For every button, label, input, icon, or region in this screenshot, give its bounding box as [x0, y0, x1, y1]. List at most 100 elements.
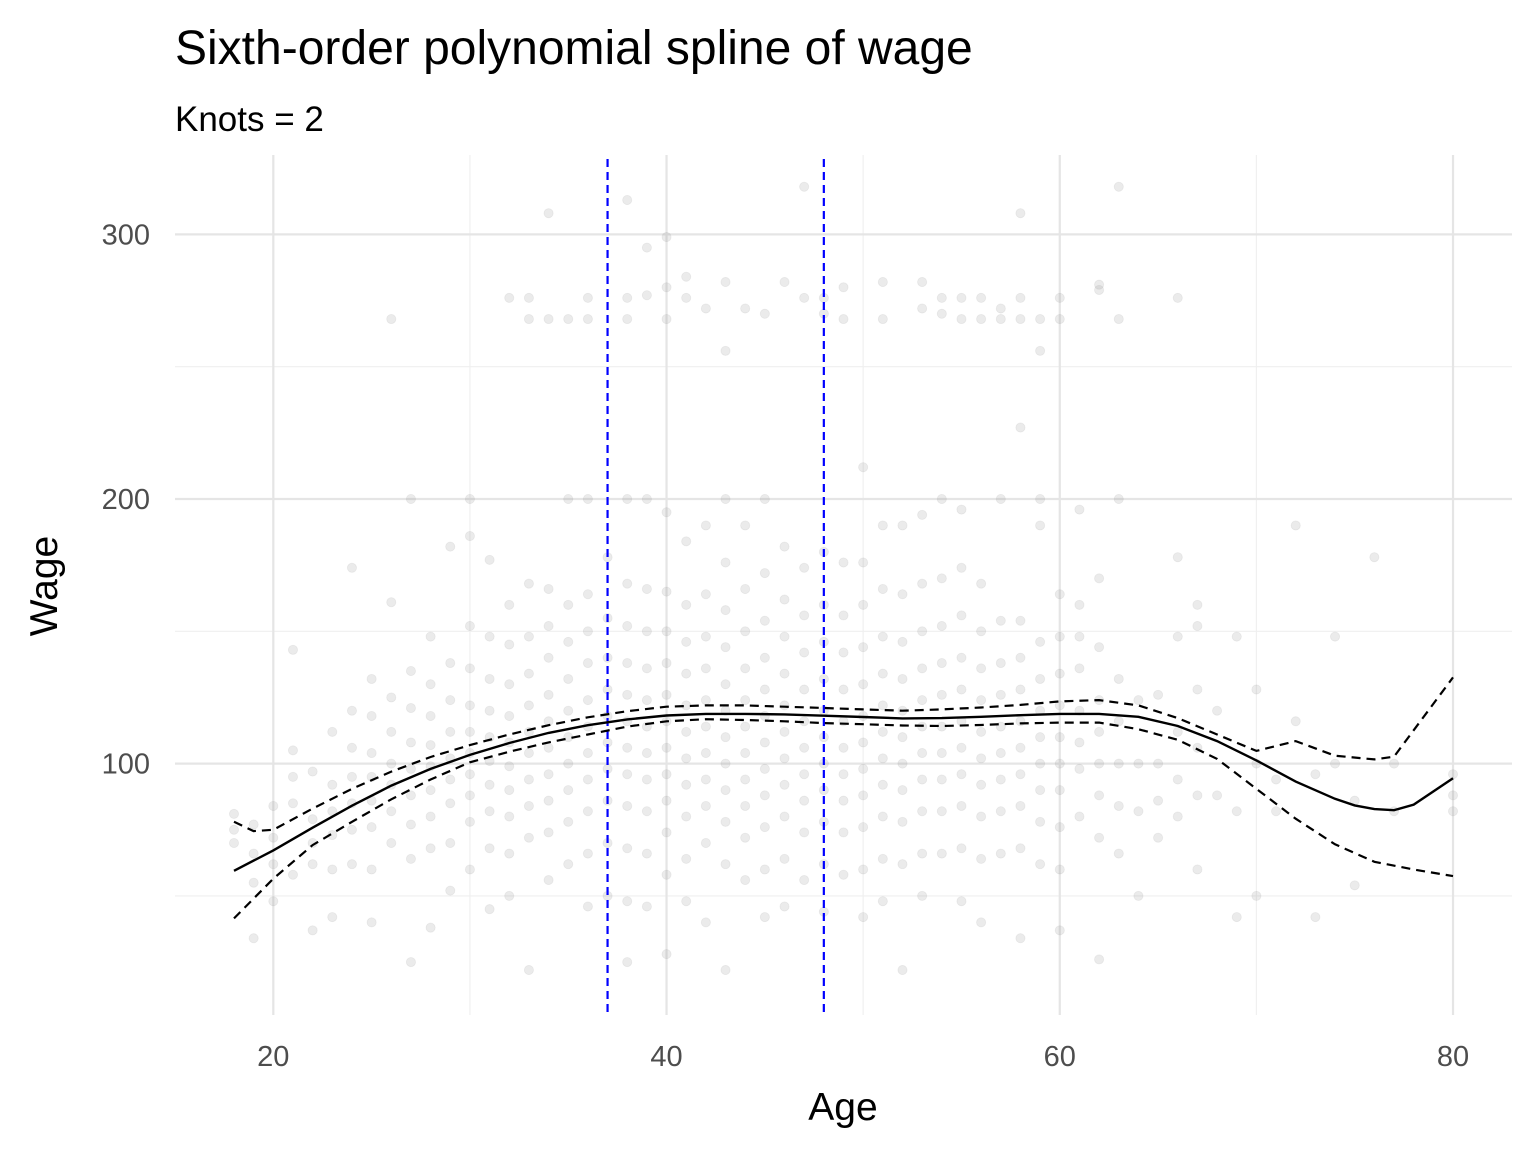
- data-point: [523, 578, 534, 589]
- data-point: [1251, 890, 1262, 901]
- data-point: [248, 933, 259, 944]
- data-point: [1172, 292, 1183, 303]
- data-point: [1015, 314, 1026, 325]
- data-point: [877, 277, 888, 288]
- data-point: [582, 589, 593, 600]
- y-tick-label: 100: [102, 749, 150, 781]
- data-point: [700, 838, 711, 849]
- data-point: [838, 610, 849, 621]
- data-point: [1015, 652, 1026, 663]
- data-point: [287, 745, 298, 756]
- data-point: [523, 314, 534, 325]
- data-point: [622, 194, 633, 205]
- data-point: [425, 710, 436, 721]
- data-point: [936, 848, 947, 859]
- data-point: [917, 774, 928, 785]
- data-point: [936, 493, 947, 504]
- data-point: [681, 753, 692, 764]
- data-point: [720, 605, 731, 616]
- data-point: [681, 726, 692, 737]
- data-point: [504, 890, 515, 901]
- data-point: [445, 838, 456, 849]
- data-point: [346, 705, 357, 716]
- data-point: [287, 771, 298, 782]
- data-point: [995, 303, 1006, 314]
- data-point: [307, 766, 318, 777]
- data-point: [1074, 763, 1085, 774]
- data-point: [1172, 726, 1183, 737]
- data-point: [563, 673, 574, 684]
- data-point: [897, 589, 908, 600]
- data-point: [1231, 806, 1242, 817]
- data-point: [1113, 758, 1124, 769]
- data-point: [1035, 859, 1046, 870]
- data-point: [504, 599, 515, 610]
- data-point: [1054, 631, 1065, 642]
- data-point: [1330, 758, 1341, 769]
- data-point: [1035, 732, 1046, 743]
- data-point: [287, 869, 298, 880]
- data-point: [405, 957, 416, 968]
- data-point: [897, 785, 908, 796]
- data-point: [936, 774, 947, 785]
- data-point: [1231, 631, 1242, 642]
- data-point: [917, 303, 928, 314]
- data-point: [1153, 689, 1164, 700]
- data-point: [563, 599, 574, 610]
- data-point: [543, 621, 554, 632]
- data-point: [858, 912, 869, 923]
- data-point: [917, 890, 928, 901]
- data-point: [838, 557, 849, 568]
- x-axis-title: Age: [808, 1086, 877, 1129]
- data-point: [936, 621, 947, 632]
- data-point: [759, 684, 770, 695]
- data-point: [858, 864, 869, 875]
- data-point: [838, 869, 849, 880]
- data-point: [858, 763, 869, 774]
- data-point: [543, 689, 554, 700]
- data-point: [523, 631, 534, 642]
- data-point: [1192, 621, 1203, 632]
- data-point: [917, 277, 928, 288]
- data-point: [641, 806, 652, 817]
- data-point: [956, 896, 967, 907]
- confidence-band: [233, 676, 1454, 920]
- data-point: [661, 949, 672, 960]
- data-point: [897, 965, 908, 976]
- data-point: [661, 827, 672, 838]
- data-point: [799, 610, 810, 621]
- data-point: [622, 896, 633, 907]
- data-point: [464, 816, 475, 827]
- data-point: [523, 668, 534, 679]
- data-point: [641, 583, 652, 594]
- data-point: [1133, 758, 1144, 769]
- data-point: [641, 663, 652, 674]
- data-point: [995, 806, 1006, 817]
- data-point: [877, 314, 888, 325]
- data-point: [563, 493, 574, 504]
- data-point: [1035, 493, 1046, 504]
- data-point: [759, 493, 770, 504]
- data-point: [1074, 663, 1085, 674]
- data-point: [779, 700, 790, 711]
- data-point: [366, 710, 377, 721]
- data-point: [484, 779, 495, 790]
- x-tick-label: 80: [1437, 1041, 1469, 1073]
- data-point: [445, 798, 456, 809]
- data-point: [995, 493, 1006, 504]
- data-point: [799, 292, 810, 303]
- data-point: [386, 758, 397, 769]
- data-point: [838, 795, 849, 806]
- data-point: [543, 314, 554, 325]
- data-point: [976, 811, 987, 822]
- data-point: [543, 208, 554, 219]
- data-point: [445, 541, 456, 552]
- data-point: [700, 800, 711, 811]
- data-point: [956, 610, 967, 621]
- data-point: [1035, 673, 1046, 684]
- data-point: [681, 271, 692, 282]
- data-point: [956, 769, 967, 780]
- data-point: [877, 726, 888, 737]
- data-point: [484, 806, 495, 817]
- data-point: [1074, 737, 1085, 748]
